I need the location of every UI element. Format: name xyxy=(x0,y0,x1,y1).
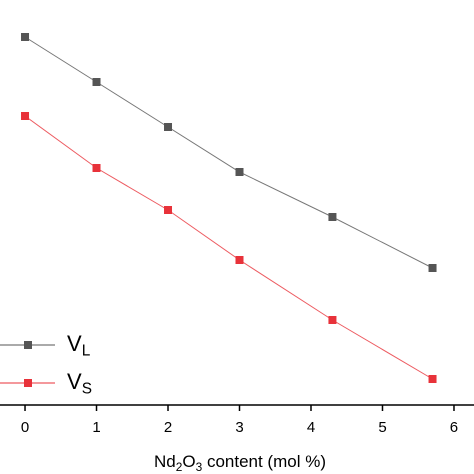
legend-marker xyxy=(24,341,32,349)
marker xyxy=(428,264,437,272)
legend-marker xyxy=(24,379,32,387)
marker xyxy=(235,168,244,176)
marker xyxy=(164,123,173,131)
legend-label: VL xyxy=(67,331,91,360)
legend-item: VL xyxy=(0,331,91,360)
marker xyxy=(21,112,30,120)
marker xyxy=(328,213,337,221)
x-axis-label: Nd2O3 content (mol %) xyxy=(154,452,326,474)
x-tick-label: 2 xyxy=(164,419,172,436)
x-tick-label: 1 xyxy=(92,419,100,436)
legend-label: VS xyxy=(67,369,92,398)
x-tick-label: 6 xyxy=(450,419,458,436)
x-tick-label: 3 xyxy=(235,419,243,436)
x-tick-label: 0 xyxy=(21,419,29,436)
marker xyxy=(164,206,173,214)
marker xyxy=(428,375,437,383)
x-tick-label: 5 xyxy=(378,419,386,436)
legend-item: VS xyxy=(0,369,92,398)
series-line xyxy=(24,115,433,380)
marker xyxy=(21,33,30,41)
marker xyxy=(92,164,101,172)
series-line xyxy=(24,36,433,269)
marker xyxy=(328,316,337,324)
marker xyxy=(235,256,244,264)
x-tick-label: 4 xyxy=(307,419,315,436)
marker xyxy=(92,78,101,86)
